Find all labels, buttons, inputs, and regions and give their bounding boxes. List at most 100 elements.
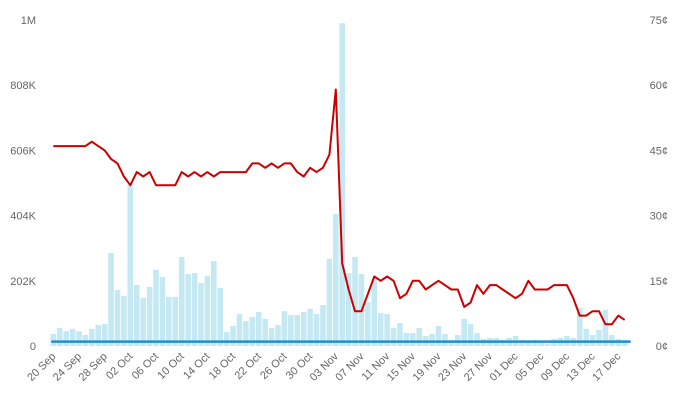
bar <box>133 284 140 346</box>
bar <box>140 297 146 346</box>
x-tick-label: 18 Oct <box>207 351 238 382</box>
bar <box>320 305 326 346</box>
bar <box>217 287 224 346</box>
bar <box>461 318 467 346</box>
bar <box>403 333 410 346</box>
bar <box>416 327 423 346</box>
x-tick-label: 17 Dec <box>590 350 623 383</box>
bar <box>435 325 442 346</box>
bar <box>50 334 57 346</box>
bar <box>339 23 345 346</box>
bar <box>448 339 455 346</box>
bar <box>211 261 217 346</box>
bar <box>204 275 211 346</box>
bar <box>127 184 134 346</box>
bar <box>538 342 545 346</box>
price-line-series <box>53 88 626 326</box>
bar <box>121 295 127 346</box>
bar <box>621 339 628 346</box>
bar <box>275 325 281 346</box>
bar <box>185 274 191 346</box>
left-tick-label: 808K <box>10 80 36 92</box>
bar <box>371 279 378 346</box>
bar <box>230 325 236 346</box>
bar <box>313 314 320 346</box>
bar <box>377 313 384 346</box>
bar <box>153 269 159 346</box>
bar <box>576 307 583 346</box>
bar <box>268 327 275 346</box>
bar <box>255 312 262 346</box>
bar <box>172 296 179 346</box>
bar <box>519 339 525 346</box>
bar <box>108 253 114 346</box>
bar <box>365 302 371 346</box>
bar <box>223 332 230 346</box>
bar <box>532 339 538 346</box>
bar <box>95 325 102 346</box>
bar <box>288 315 294 346</box>
x-tick-label: 02 Oct <box>104 351 135 382</box>
bar <box>236 314 243 346</box>
x-tick-label: 06 Oct <box>130 351 161 382</box>
bar <box>544 344 551 346</box>
bar <box>467 324 474 346</box>
left-tick-label: 0 <box>30 341 36 353</box>
bar <box>474 333 480 346</box>
bar <box>178 256 185 346</box>
x-tick-label: 26 Oct <box>258 351 289 382</box>
bar <box>89 328 95 346</box>
bar <box>499 339 506 346</box>
right-tick-label: 60¢ <box>650 80 668 92</box>
bar <box>191 273 198 346</box>
bar <box>300 312 307 346</box>
bar <box>384 314 390 346</box>
bar <box>243 321 249 346</box>
bar <box>429 334 435 346</box>
left-axis: 0 202K 404K 606K 808K 1M <box>10 15 36 353</box>
bar <box>281 311 288 346</box>
left-tick-label: 202K <box>10 276 36 288</box>
right-tick-label: 0¢ <box>656 341 668 353</box>
x-tick-label: 22 Oct <box>232 351 263 382</box>
bar <box>442 334 448 346</box>
left-tick-label: 404K <box>10 211 36 223</box>
bar <box>159 276 166 346</box>
bar <box>56 327 63 346</box>
bar <box>114 289 121 346</box>
right-axis: 0¢ 15¢ 30¢ 45¢ 60¢ 75¢ <box>650 15 668 353</box>
bar <box>249 316 256 346</box>
bar <box>294 315 301 346</box>
x-tick-label: 10 Oct <box>155 351 186 382</box>
bar <box>525 340 532 346</box>
right-tick-label: 15¢ <box>650 276 668 288</box>
x-tick-label: 14 Oct <box>181 351 212 382</box>
bar <box>326 258 333 346</box>
right-tick-label: 75¢ <box>650 15 668 27</box>
bar <box>146 286 153 346</box>
x-tick-label: 07 Nov <box>333 350 366 383</box>
bar <box>596 329 602 346</box>
bar <box>262 318 268 346</box>
right-tick-label: 45¢ <box>650 145 668 157</box>
left-tick-label: 606K <box>10 145 36 157</box>
bar <box>345 273 352 346</box>
bar <box>76 331 82 346</box>
bar <box>583 328 589 346</box>
bar <box>63 331 69 346</box>
bar <box>332 213 339 346</box>
bar <box>352 256 358 346</box>
left-tick-label: 1M <box>21 15 36 27</box>
bar <box>397 323 403 346</box>
bar <box>390 327 397 346</box>
x-tick-label: 28 Sep <box>77 351 110 384</box>
bar <box>410 333 416 346</box>
right-tick-label: 30¢ <box>650 211 668 223</box>
bar <box>69 328 76 346</box>
bar <box>166 296 172 346</box>
bar <box>198 283 204 346</box>
bar <box>307 308 313 346</box>
bar <box>101 324 108 346</box>
